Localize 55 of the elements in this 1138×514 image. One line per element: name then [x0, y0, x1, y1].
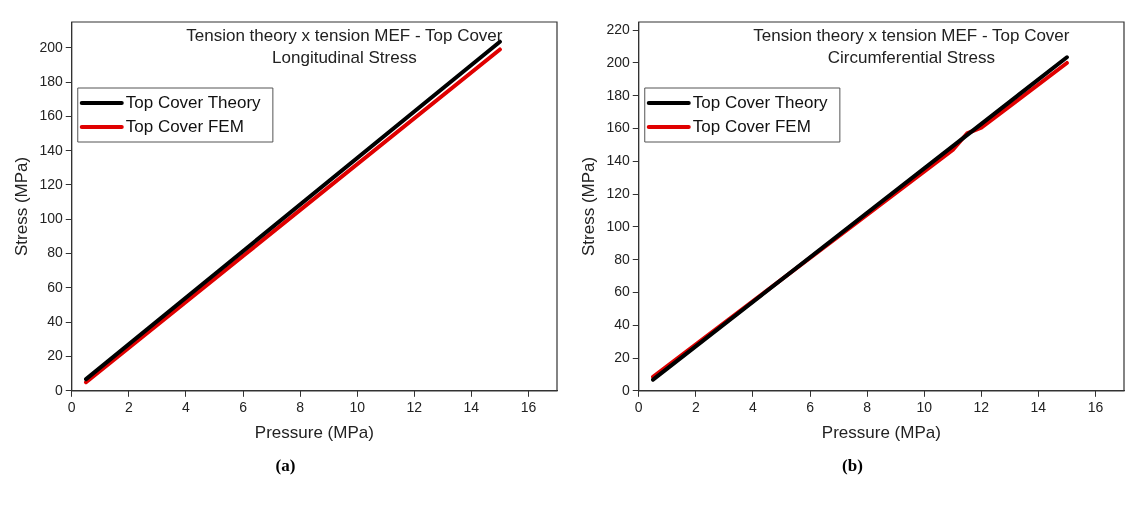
- y-tick-label: 140: [39, 141, 63, 158]
- y-tick-label: 220: [606, 21, 630, 38]
- x-tick-label: 6: [806, 399, 815, 416]
- y-tick-label: 100: [39, 210, 63, 227]
- x-axis-title: Pressure (MPa): [254, 423, 374, 443]
- x-tick-label: 8: [863, 399, 872, 416]
- chart-title: Tension theory x tension MEF - Top Cover: [753, 26, 1070, 46]
- y-tick-label: 180: [39, 72, 63, 89]
- x-tick-label: 12: [406, 399, 423, 416]
- y-axis-title: Stress (MPa): [11, 156, 31, 256]
- y-tick-label: 60: [614, 283, 630, 300]
- x-tick-label: 8: [296, 399, 305, 416]
- x-tick-label: 0: [67, 399, 76, 416]
- x-tick-label: 16: [1087, 399, 1104, 416]
- y-tick-label: 100: [606, 217, 630, 234]
- legend-label: Top Cover FEM: [125, 116, 244, 136]
- x-tick-label: 4: [182, 399, 191, 416]
- y-tick-label: 160: [39, 107, 63, 124]
- x-tick-label: 6: [239, 399, 248, 416]
- text: (b): [841, 456, 864, 476]
- legend-label: Top Cover Theory: [125, 92, 262, 112]
- text: (a): [274, 456, 297, 476]
- y-tick-label: 180: [606, 86, 630, 103]
- y-axis-title: Stress (MPa): [578, 156, 598, 256]
- x-tick-label: 12: [973, 399, 990, 416]
- x-tick-label: 2: [691, 399, 700, 416]
- legend-label: Top Cover FEM: [692, 116, 811, 136]
- y-tick-label: 80: [47, 244, 63, 261]
- y-tick-label: 80: [614, 250, 630, 267]
- y-tick-label: 40: [614, 316, 630, 333]
- legend-label: Top Cover Theory: [692, 92, 829, 112]
- y-tick-label: 20: [47, 347, 63, 364]
- text: Circumferential Stress: [827, 48, 995, 68]
- x-tick-label: 10: [916, 399, 933, 416]
- chart-title: Tension theory x tension MEF - Top Cover: [186, 26, 503, 46]
- x-axis-title: Pressure (MPa): [821, 423, 941, 443]
- y-tick-label: 160: [606, 119, 630, 136]
- x-tick-label: 4: [749, 399, 758, 416]
- y-tick-label: 20: [614, 348, 630, 365]
- x-tick-label: 14: [463, 399, 480, 416]
- x-tick-label: 16: [520, 399, 537, 416]
- y-tick-label: 60: [47, 278, 63, 295]
- y-tick-label: 120: [39, 175, 63, 192]
- y-tick-label: 140: [606, 152, 630, 169]
- x-tick-label: 2: [124, 399, 133, 416]
- x-tick-label: 14: [1030, 399, 1047, 416]
- y-tick-label: 0: [54, 381, 63, 398]
- text: Longitudinal Stress: [272, 48, 417, 68]
- y-tick-label: 0: [621, 381, 630, 398]
- x-tick-label: 0: [634, 399, 643, 416]
- x-tick-label: 10: [349, 399, 366, 416]
- y-tick-label: 120: [606, 184, 630, 201]
- y-tick-label: 40: [47, 313, 63, 330]
- y-tick-label: 200: [606, 53, 630, 70]
- y-tick-label: 200: [39, 38, 63, 55]
